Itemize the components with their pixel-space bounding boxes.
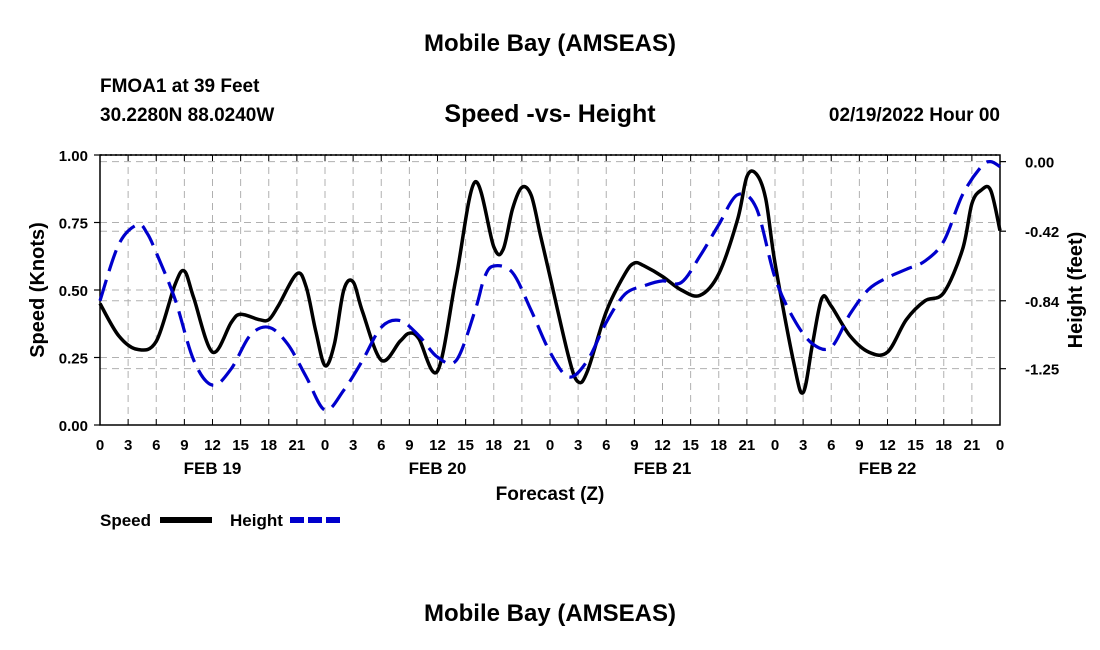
x-tick-label: 15 (457, 437, 474, 454)
x-tick-label: 21 (514, 437, 531, 454)
y-tick-label: 0.75 (59, 216, 88, 233)
forecast-date: 02/19/2022 Hour 00 (828, 105, 1000, 126)
x-tick-label: 0 (771, 437, 779, 454)
x-tick-label: 9 (180, 437, 188, 454)
x-tick-label: 21 (289, 437, 306, 454)
x-tick-label: 0 (96, 437, 104, 454)
y-tick-label: 1.00 (59, 148, 88, 165)
y-tick-label: 0.00 (59, 418, 88, 435)
x-tick-label: 3 (799, 437, 807, 454)
x-tick-label: 12 (654, 437, 671, 454)
y2-tick-label: -1.25 (1025, 362, 1059, 379)
x-tick-label: 15 (232, 437, 249, 454)
speed-series-line (98, 169, 1002, 395)
page-title: Mobile Bay (AMSEAS) (423, 30, 677, 57)
x-axis-label: Forecast (Z) (496, 484, 605, 505)
x-tick-label: 12 (204, 437, 221, 454)
y2-tick-label: -0.84 (1025, 294, 1060, 311)
x-tick-label: 6 (827, 437, 835, 454)
y-tick-label: 0.25 (59, 351, 88, 368)
day-label: FEB 22 (859, 459, 917, 478)
x-tick-label: 3 (574, 437, 582, 454)
x-tick-label: 21 (964, 437, 981, 454)
station-name: FMOA1 at 39 Feet (100, 76, 260, 97)
y-tick-label: 0.50 (59, 283, 88, 300)
x-tick-label: 18 (260, 437, 277, 454)
x-tick-label: 3 (349, 437, 357, 454)
x-tick-label: 15 (907, 437, 924, 454)
x-tick-label: 0 (996, 437, 1004, 454)
day-label: FEB 21 (634, 459, 692, 478)
footer-title: Mobile Bay (AMSEAS) (423, 600, 677, 627)
x-tick-label: 3 (124, 437, 132, 454)
x-tick-label: 6 (602, 437, 610, 454)
x-tick-label: 15 (682, 437, 699, 454)
station-coordinates: 30.2280N 88.0240W (100, 105, 275, 126)
x-tick-label: 18 (935, 437, 952, 454)
x-tick-label: 18 (710, 437, 727, 454)
x-tick-label: 0 (546, 437, 554, 454)
y-axis-label: Speed (Knots) (27, 222, 49, 358)
x-tick-label: 6 (377, 437, 385, 454)
x-tick-label: 12 (879, 437, 896, 454)
x-tick-label: 9 (630, 437, 638, 454)
legend-speed-label: Speed (100, 511, 151, 530)
x-tick-label: 0 (321, 437, 329, 454)
speed-height-chart: 0 3 6 9 12 15 18 21 0 3 6 9 12 15 18 21 0 3 6 9 12 15 18 21 0 3 6 9… (27, 148, 1087, 530)
y2-axis-label: Height (feet) (1065, 232, 1087, 349)
x-tick-label: 9 (855, 437, 863, 454)
x-tick-label: 18 (485, 437, 502, 454)
y2-tick-label: -0.42 (1025, 224, 1059, 241)
x-tick-label: 12 (429, 437, 446, 454)
x-tick-label: 21 (739, 437, 756, 454)
day-label: FEB 19 (184, 459, 242, 478)
x-tick-label: 9 (405, 437, 413, 454)
legend-height-label: Height (230, 511, 283, 530)
y2-tick-label: 0.00 (1025, 155, 1054, 172)
day-label: FEB 20 (409, 459, 467, 478)
height-series-line (98, 159, 1001, 412)
x-tick-label: 6 (152, 437, 160, 454)
chart-title: Speed -vs- Height (444, 100, 656, 128)
